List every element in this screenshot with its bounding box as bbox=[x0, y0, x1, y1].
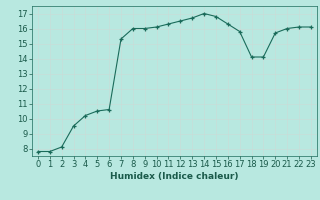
X-axis label: Humidex (Indice chaleur): Humidex (Indice chaleur) bbox=[110, 172, 239, 181]
